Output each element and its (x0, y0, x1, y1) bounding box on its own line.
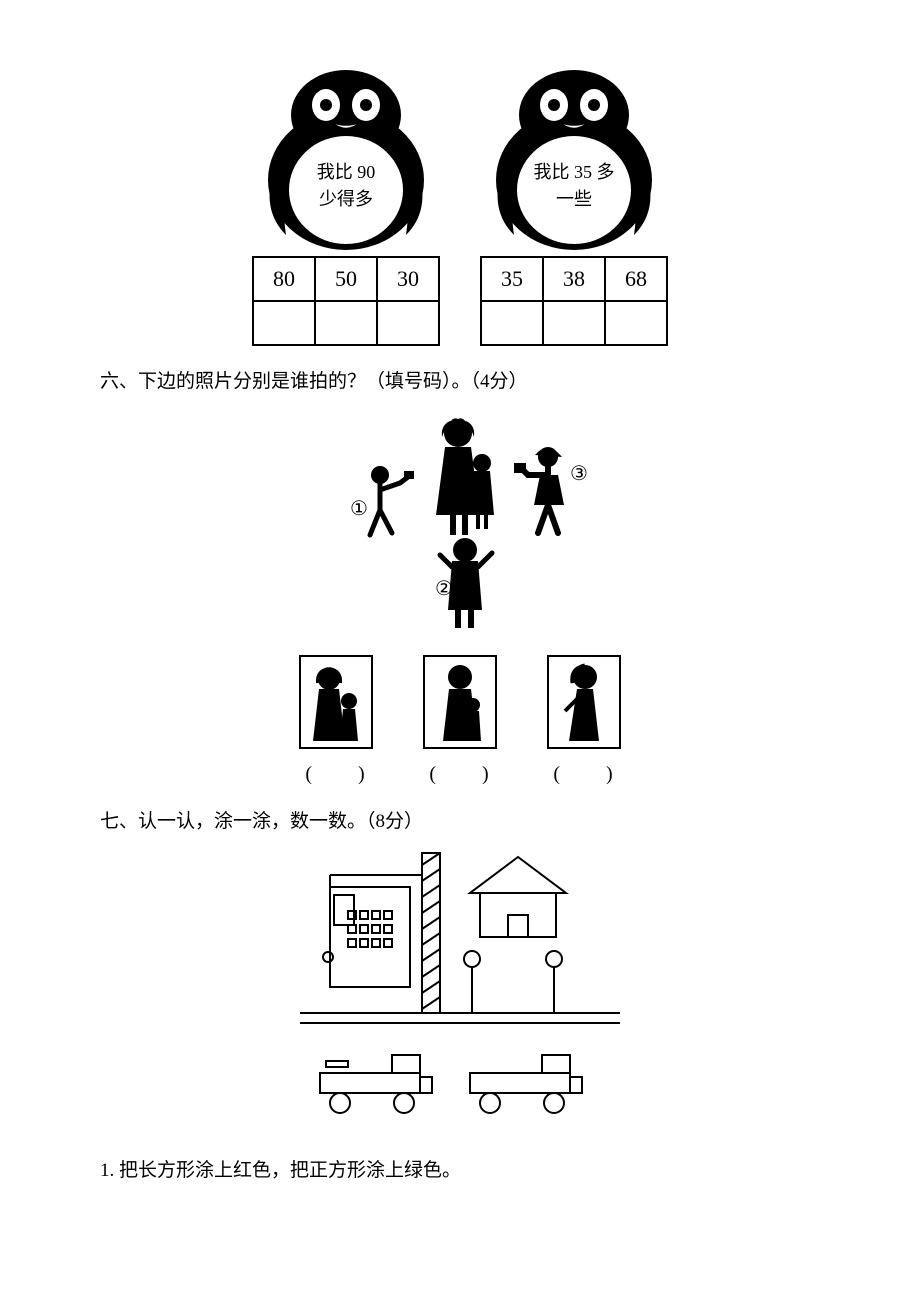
photo-front-icon (303, 661, 369, 747)
photo-side-icon (551, 661, 617, 747)
table-row-blank[interactable] (253, 301, 439, 345)
shapes-scene-icon (290, 845, 630, 1135)
label-3: ③ (570, 463, 588, 485)
label-1: ① (350, 498, 368, 520)
answer-blank-1[interactable]: ( ) (305, 757, 366, 786)
table-cell-blank[interactable] (315, 301, 377, 345)
table-cell-blank[interactable] (543, 301, 605, 345)
table-cell-blank[interactable] (481, 301, 543, 345)
photographer-3-icon (514, 447, 564, 533)
photo-frame (299, 655, 373, 749)
penguin-speech-1-line1: 我比 90 (317, 162, 376, 182)
photo-col-1: ( ) (299, 655, 373, 786)
penguin-speech-2-line2: 一些 (556, 189, 592, 209)
q6-scene: ① ③ ② (100, 405, 820, 635)
photo-frame (423, 655, 497, 749)
penguin-icon: 我比 90 少得多 (256, 60, 436, 250)
table-cell: 80 (253, 257, 315, 301)
section7-subitem-1: 1. 把长方形涂上红色，把正方形涂上绿色。 (100, 1155, 820, 1182)
photo-col-2: ( ) (423, 655, 497, 786)
q7-scene (100, 845, 820, 1135)
table-cell-blank[interactable] (253, 301, 315, 345)
table-cell: 68 (605, 257, 667, 301)
penguin-table-1: 80 50 30 (252, 256, 440, 346)
section7-title: 七、认一认，涂一涂，数一数。（8分） (100, 806, 820, 833)
table-cell: 35 (481, 257, 543, 301)
penguin-speech-2-line1: 我比 35 多 (534, 162, 615, 182)
table-cell-blank[interactable] (377, 301, 439, 345)
section6-title: 六、下边的照片分别是谁拍的？（填号码）。（4分） (100, 366, 820, 393)
subjects-icon (436, 418, 494, 535)
table-cell: 38 (543, 257, 605, 301)
penguin-icon: 我比 35 多 一些 (484, 60, 664, 250)
answer-blank-2[interactable]: ( ) (429, 757, 490, 786)
q6-photos-row: ( ) ( ) ( ) (100, 655, 820, 786)
table-cell: 30 (377, 257, 439, 301)
table-row: 80 50 30 (253, 257, 439, 301)
photo-frame (547, 655, 621, 749)
table-row: 35 38 68 (481, 257, 667, 301)
photographer-1-icon (370, 466, 414, 535)
table-cell-blank[interactable] (605, 301, 667, 345)
answer-blank-3[interactable]: ( ) (553, 757, 614, 786)
photographers-scene-icon: ① ③ ② (300, 405, 620, 635)
penguin-block-2: 我比 35 多 一些 35 38 68 (480, 60, 668, 346)
photo-col-3: ( ) (547, 655, 621, 786)
penguin-row: 我比 90 少得多 80 50 30 (100, 60, 820, 346)
penguin-block-1: 我比 90 少得多 80 50 30 (252, 60, 440, 346)
penguin-speech-1-line2: 少得多 (319, 189, 373, 209)
photo-back-icon (427, 661, 493, 747)
table-row-blank[interactable] (481, 301, 667, 345)
penguin-table-2: 35 38 68 (480, 256, 668, 346)
table-cell: 50 (315, 257, 377, 301)
